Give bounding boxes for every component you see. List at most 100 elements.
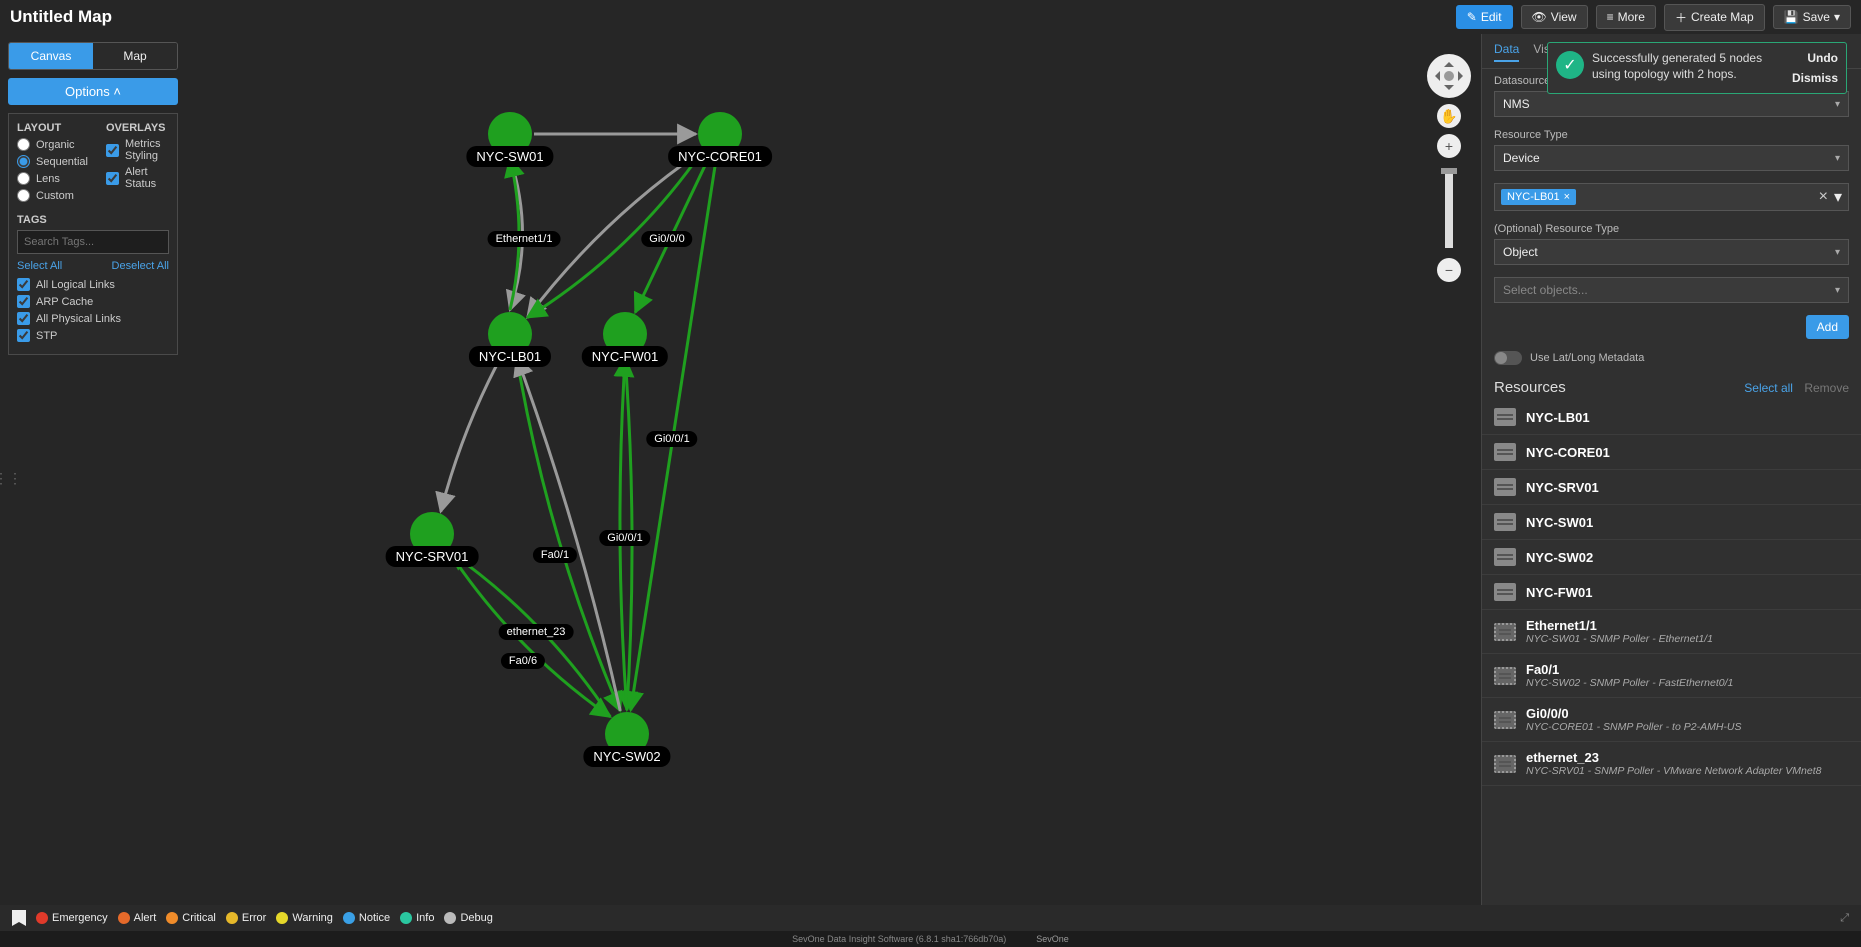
- tag-arp-cache[interactable]: ARP Cache: [17, 295, 169, 308]
- pan-control[interactable]: [1427, 54, 1471, 98]
- legend-item: Notice: [343, 912, 390, 924]
- resource-item[interactable]: Ethernet1/1NYC-SW01 - SNMP Poller - Ethe…: [1482, 610, 1861, 654]
- chevron-down-icon: ▾: [1835, 99, 1840, 110]
- legend-item: Emergency: [36, 912, 108, 924]
- resource-name: NYC-SRV01: [1526, 480, 1849, 495]
- chevron-down-icon: ▾: [1834, 10, 1840, 24]
- layout-sequential[interactable]: Sequential: [17, 155, 88, 168]
- opt-resource-type-select[interactable]: Object▾: [1494, 239, 1849, 265]
- resource-item[interactable]: NYC-SW01: [1482, 505, 1861, 540]
- save-button[interactable]: 💾Save ▾: [1773, 5, 1851, 29]
- toast-dismiss[interactable]: Dismiss: [1792, 71, 1838, 85]
- resource-type-select[interactable]: Device▾: [1494, 145, 1849, 171]
- legend-dot-icon: [343, 912, 355, 924]
- resource-item[interactable]: ethernet_23NYC-SRV01 - SNMP Poller - VMw…: [1482, 742, 1861, 786]
- resource-name: NYC-CORE01: [1526, 445, 1849, 460]
- resource-chip-input[interactable]: NYC-LB01× × ▾: [1494, 183, 1849, 211]
- legend-label: Error: [242, 912, 266, 924]
- resources-remove[interactable]: Remove: [1804, 381, 1849, 395]
- bookmark-icon[interactable]: [12, 910, 26, 926]
- resource-sub: NYC-SW01 - SNMP Poller - Ethernet1/1: [1526, 633, 1849, 645]
- zoom-thumb[interactable]: [1441, 168, 1457, 174]
- tags-deselect-all[interactable]: Deselect All: [112, 260, 169, 272]
- toast-notification: ✓ Successfully generated 5 nodes using t…: [1547, 42, 1847, 94]
- datasource-select[interactable]: NMS▾: [1494, 91, 1849, 117]
- legend-dot-icon: [36, 912, 48, 924]
- resource-item[interactable]: NYC-CORE01: [1482, 435, 1861, 470]
- reset-view-button[interactable]: ✋: [1437, 104, 1461, 128]
- legend-item: Debug: [444, 912, 492, 924]
- resource-item[interactable]: Gi0/0/0NYC-CORE01 - SNMP Poller - to P2-…: [1482, 698, 1861, 742]
- resource-name: Fa0/1: [1526, 662, 1849, 677]
- toast-undo[interactable]: Undo: [1807, 51, 1838, 65]
- resource-name: NYC-SW01: [1526, 515, 1849, 530]
- resource-sub: NYC-CORE01 - SNMP Poller - to P2-AMH-US: [1526, 721, 1849, 733]
- resource-item[interactable]: NYC-LB01: [1482, 400, 1861, 435]
- node-label: NYC-CORE01: [668, 146, 772, 167]
- chevron-down-icon: ▾: [1834, 187, 1842, 207]
- legend-items: EmergencyAlertCriticalErrorWarningNotice…: [36, 912, 493, 924]
- create-map-button[interactable]: ＋Create Map: [1664, 4, 1765, 31]
- footer-legend: EmergencyAlertCriticalErrorWarningNotice…: [0, 905, 1861, 931]
- add-button[interactable]: Add: [1806, 315, 1849, 339]
- tag-physical-links[interactable]: All Physical Links: [17, 312, 169, 325]
- tab-map[interactable]: Map: [93, 43, 177, 69]
- legend-dot-icon: [400, 912, 412, 924]
- chevron-down-icon: ▾: [1835, 247, 1840, 258]
- resource-item[interactable]: NYC-SRV01: [1482, 470, 1861, 505]
- zoom-in-button[interactable]: +: [1437, 134, 1461, 158]
- layout-organic[interactable]: Organic: [17, 138, 88, 151]
- topbar: Untitled Map ✎Edit 👁View ≡More ＋Create M…: [0, 0, 1861, 34]
- toast-message: Successfully generated 5 nodes using top…: [1592, 51, 1784, 85]
- options-toggle-button[interactable]: Options ˄: [8, 78, 178, 105]
- save-icon: 💾: [1784, 10, 1799, 24]
- overlay-metrics[interactable]: Metrics Styling: [106, 138, 169, 162]
- topology-edge[interactable]: [441, 356, 502, 511]
- tags-heading: TAGS: [17, 214, 169, 226]
- more-button[interactable]: ≡More: [1596, 5, 1656, 29]
- latlong-toggle-label: Use Lat/Long Metadata: [1530, 352, 1644, 364]
- tags-search-input[interactable]: [17, 230, 169, 254]
- layout-custom[interactable]: Custom: [17, 189, 88, 202]
- legend-label: Notice: [359, 912, 390, 924]
- objects-select[interactable]: Select objects...▾: [1494, 277, 1849, 303]
- legend-label: Alert: [134, 912, 157, 924]
- tab-canvas[interactable]: Canvas: [9, 43, 93, 69]
- node-label: NYC-SW01: [466, 146, 553, 167]
- legend-item: Info: [400, 912, 434, 924]
- topology-canvas[interactable]: Canvas Map Options ˄ LAYOUT Organic Sequ…: [0, 34, 1481, 905]
- pan-up-icon: [1444, 57, 1454, 67]
- device-icon: [1494, 443, 1516, 461]
- tag-logical-links[interactable]: All Logical Links: [17, 278, 169, 291]
- resource-name: NYC-SW02: [1526, 550, 1849, 565]
- node-label: NYC-SW02: [583, 746, 670, 767]
- canvas-nav-controls: ✋ + −: [1427, 54, 1471, 282]
- expand-icon[interactable]: ⤢: [1840, 912, 1849, 925]
- chips-clear-icon[interactable]: ×: [1819, 188, 1828, 206]
- chip-remove-icon[interactable]: ×: [1564, 191, 1570, 203]
- tags-select-all[interactable]: Select All: [17, 260, 62, 272]
- legend-item: Critical: [166, 912, 216, 924]
- view-button[interactable]: 👁View: [1521, 5, 1588, 29]
- legend-item: Error: [226, 912, 266, 924]
- resource-item[interactable]: Fa0/1NYC-SW02 - SNMP Poller - FastEthern…: [1482, 654, 1861, 698]
- resources-select-all[interactable]: Select all: [1744, 381, 1793, 395]
- check-icon: ✓: [1556, 51, 1584, 79]
- zoom-out-button[interactable]: −: [1437, 258, 1461, 282]
- tag-stp[interactable]: STP: [17, 329, 169, 342]
- edit-button[interactable]: ✎Edit: [1456, 5, 1513, 29]
- device-icon: [1494, 548, 1516, 566]
- resource-item[interactable]: NYC-SW02: [1482, 540, 1861, 575]
- edge-label: Ethernet1/1: [488, 231, 561, 247]
- resource-item[interactable]: NYC-FW01: [1482, 575, 1861, 610]
- device-icon: [1494, 478, 1516, 496]
- layout-lens[interactable]: Lens: [17, 172, 88, 185]
- latlong-toggle[interactable]: [1494, 351, 1522, 365]
- zoom-slider[interactable]: [1445, 168, 1453, 248]
- overlay-alert[interactable]: Alert Status: [106, 166, 169, 190]
- edge-label: Gi0/0/1: [646, 431, 697, 447]
- legend-dot-icon: [166, 912, 178, 924]
- tab-data[interactable]: Data: [1494, 42, 1519, 62]
- resource-chip[interactable]: NYC-LB01×: [1501, 189, 1576, 205]
- node-label: NYC-LB01: [469, 346, 551, 367]
